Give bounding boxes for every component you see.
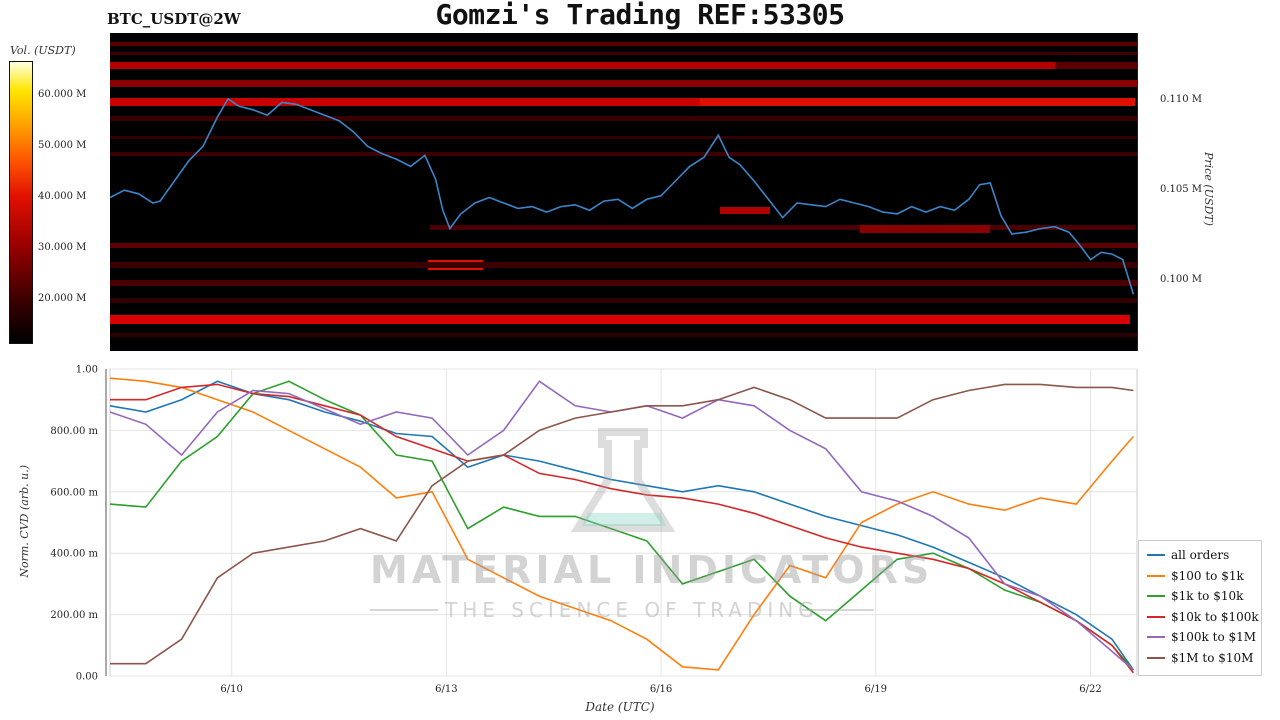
cvd-series-line-usd_1k_10k <box>109 380 1135 671</box>
x-tick-label: 6/10 <box>220 684 242 695</box>
x-tick-label: 6/22 <box>1079 684 1101 695</box>
cvd-grid <box>109 368 1138 677</box>
cvd-axes: 0.00 200.00 m 400.00 m 600.00 m 800.00 m 1.00… <box>50 365 1101 696</box>
legend-swatch <box>1147 656 1165 659</box>
legend-entry: all orders <box>1147 545 1261 566</box>
heat-band <box>720 207 770 214</box>
heat-band <box>110 315 1130 324</box>
symbol-label: BTC_USDT@2W <box>107 10 241 28</box>
legend-swatch <box>1147 636 1165 639</box>
x-tick-label: 6/13 <box>435 684 457 695</box>
cvd-y-axis-label: Norm. CVD (arb. u.) <box>18 465 31 578</box>
cvd-series-line-usd_1m_10m <box>110 383 1134 665</box>
price-axis-label: Price (USDT) <box>1202 152 1215 226</box>
colorbar-tick: 50.000 M <box>38 140 87 151</box>
legend-swatch <box>1147 615 1165 618</box>
heat-band <box>110 243 1137 248</box>
colorbar-tick: 40.000 M <box>38 191 87 202</box>
price-tick: 0.110 M <box>1160 94 1203 105</box>
legend-label: $1M to $10M <box>1171 650 1254 665</box>
legend-label: $100 to $1k <box>1171 568 1244 583</box>
legend-entry: $10k to $100k <box>1147 607 1261 628</box>
y-tick-label: 1.00 <box>76 365 98 376</box>
price-line <box>109 97 1135 295</box>
legend-label: $100k to $1M <box>1171 630 1257 645</box>
heat-band <box>110 116 1137 121</box>
heat-band <box>110 298 1137 303</box>
heat-band <box>110 42 1137 46</box>
y-tick-label: 600.00 m <box>50 487 98 498</box>
heat-band <box>110 333 1137 337</box>
colorbar-label: Vol. (USDT) <box>10 44 76 57</box>
colorbar-tick: 60.000 M <box>38 89 87 100</box>
price-axis-line <box>1137 33 1138 351</box>
legend-entry: $1k to $10k <box>1147 586 1261 607</box>
x-tick-label: 6/16 <box>650 684 672 695</box>
heat-band <box>110 52 1137 55</box>
volume-colorbar: 20.000 M 30.000 M 40.000 M 50.000 M 60.0… <box>9 61 86 344</box>
heat-band <box>700 98 1135 106</box>
y-tick-label: 0.00 <box>76 672 98 683</box>
heat-band <box>110 262 1137 268</box>
heat-band <box>110 98 1135 106</box>
legend-label: $1k to $10k <box>1171 589 1244 604</box>
legend-swatch <box>1147 595 1165 598</box>
legend: all orders $100 to $1k $1k to $10k $10k … <box>1138 540 1262 676</box>
cvd-series-line-all_orders <box>109 380 1135 671</box>
y-tick-label: 400.00 m <box>50 549 98 560</box>
price-tick: 0.100 M <box>1160 274 1203 285</box>
heat-band <box>1055 62 1137 69</box>
legend-swatch <box>1147 554 1165 557</box>
legend-label: all orders <box>1171 548 1230 563</box>
colorbar-tick: 20.000 M <box>38 293 87 304</box>
y-tick-label: 200.00 m <box>50 610 98 621</box>
legend-entry: $1M to $10M <box>1147 648 1261 669</box>
orderbook-heatmap <box>109 33 1138 351</box>
price-tick: 0.105 M <box>1160 184 1203 195</box>
legend-swatch <box>1147 574 1165 577</box>
heat-band <box>110 62 1055 69</box>
colorbar-tick: 30.000 M <box>38 242 87 253</box>
chart-title: Gomzi's Trading REF:53305 <box>435 0 845 31</box>
x-axis-label: Date (UTC) <box>585 700 655 714</box>
heat-band <box>430 225 1135 230</box>
x-tick-label: 6/19 <box>865 684 887 695</box>
cvd-series-line-usd_100_1k <box>109 377 1135 671</box>
watermark-subtitle: THE SCIENCE OF TRADING <box>445 598 819 622</box>
legend-entry: $100 to $1k <box>1147 566 1261 587</box>
cvd-plot-area <box>109 368 1138 677</box>
heat-band <box>110 136 1137 139</box>
legend-entry: $100k to $1M <box>1147 627 1261 648</box>
heat-band <box>110 152 1137 156</box>
watermark-title: MATERIAL INDICATORS <box>370 548 934 592</box>
heat-band <box>110 280 1137 286</box>
heat-band <box>110 80 1137 87</box>
cvd-series-group <box>109 377 1135 674</box>
y-tick-label: 800.00 m <box>50 426 98 437</box>
cvd-series-line-usd_10k_100k <box>110 383 1135 674</box>
heat-band <box>860 225 990 233</box>
legend-label: $10k to $100k <box>1171 609 1259 624</box>
